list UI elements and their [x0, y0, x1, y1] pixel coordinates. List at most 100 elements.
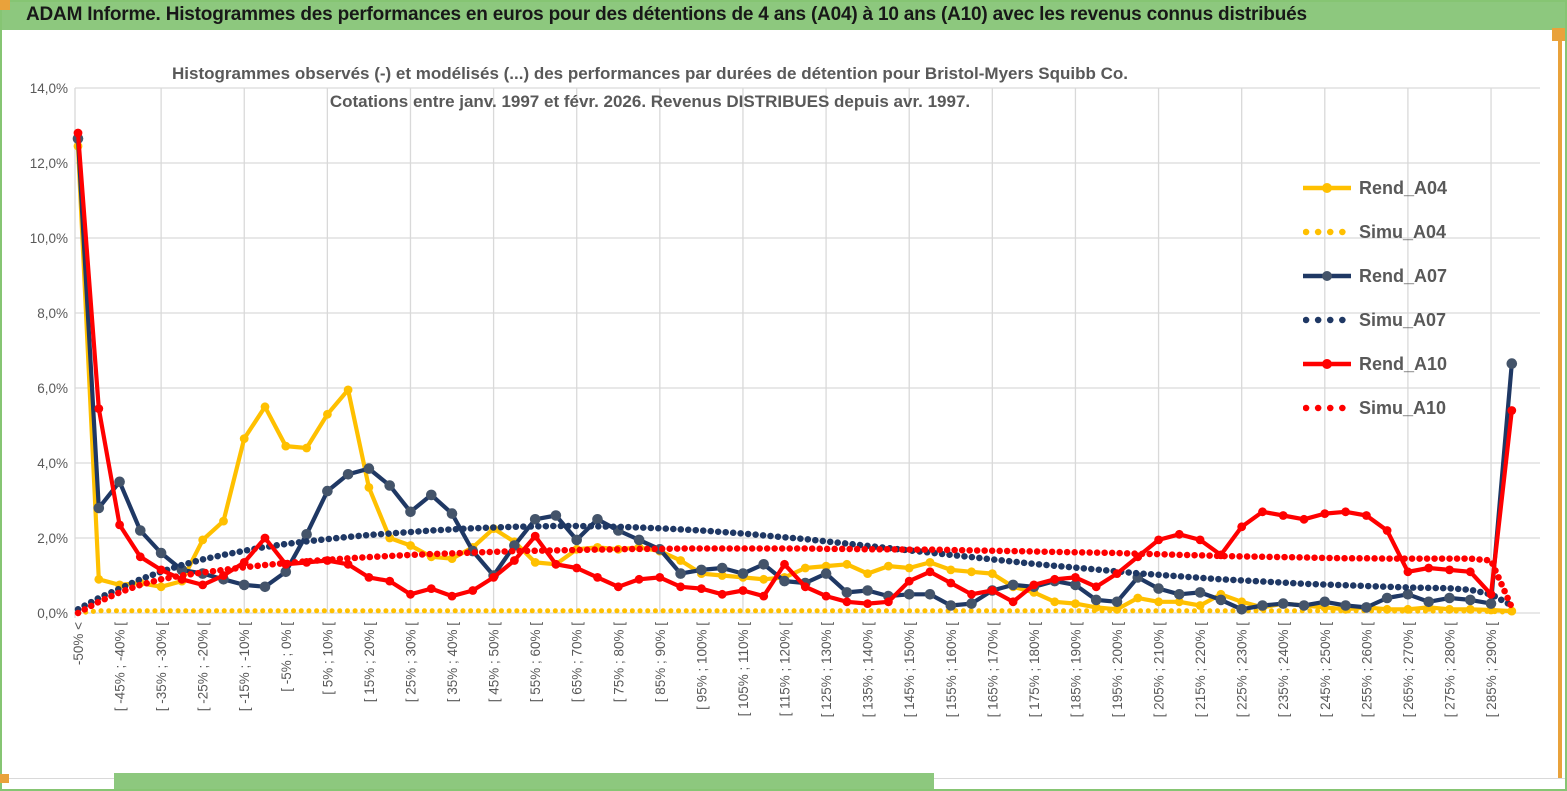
marker-Rend_A07 — [426, 489, 437, 501]
marker-Rend_A10 — [1320, 509, 1330, 518]
marker-Rend_A10 — [426, 584, 436, 593]
marker-Rend_A04 — [1174, 597, 1184, 607]
marker-Rend_A07 — [1381, 592, 1393, 604]
amber-accent-top-left — [0, 0, 10, 10]
marker-Rend_A04 — [281, 441, 291, 451]
legend-item-Rend_A07[interactable]: Rend_A07 — [1303, 254, 1447, 298]
legend-swatch-dotted — [1303, 228, 1351, 236]
legend-swatch-solid — [1303, 183, 1351, 193]
legend-item-Rend_A10[interactable]: Rend_A10 — [1303, 342, 1447, 386]
legend-label: Rend_A04 — [1359, 177, 1448, 198]
series-Rend_A10 — [75, 132, 1514, 606]
x-tick-label: [ -5% ; 0% [ — [279, 622, 294, 692]
marker-Rend_A10 — [1008, 597, 1018, 607]
marker-Rend_A07 — [716, 562, 728, 574]
marker-Rend_A07 — [820, 568, 832, 579]
y-tick-label: 12,0% — [30, 156, 68, 171]
marker-Rend_A10 — [987, 586, 997, 595]
x-tick-label: [ 275% ; 280% [ — [1442, 622, 1457, 718]
legend-item-Simu_A07[interactable]: Simu_A07 — [1303, 298, 1447, 342]
x-tick-label: [ 175% ; 180% [ — [1027, 622, 1042, 718]
x-tick-label: [ -45% ; -40% [ — [113, 622, 128, 712]
marker-Rend_A10 — [655, 573, 665, 582]
marker-Rend_A07 — [135, 525, 146, 536]
marker-Rend_A10 — [156, 565, 166, 575]
marker-Rend_A07 — [1174, 589, 1185, 600]
marker-Rend_A10 — [135, 552, 145, 562]
legend-item-Rend_A04[interactable]: Rend_A04 — [1303, 166, 1447, 210]
marker-Rend_A07 — [1340, 600, 1351, 611]
chart-title-line2: Cotations entre janv. 1997 et févr. 2026… — [329, 92, 971, 111]
legend-label: Rend_A10 — [1359, 353, 1448, 374]
marker-Rend_A10 — [1071, 573, 1080, 582]
marker-Rend_A10 — [1278, 511, 1288, 520]
x-tick-label: [ -25% ; -20% [ — [196, 622, 211, 712]
marker-Rend_A10 — [364, 573, 374, 582]
marker-Rend_A10 — [115, 520, 124, 530]
marker-Rend_A10 — [1258, 507, 1267, 517]
marker-Rend_A07 — [571, 534, 582, 546]
marker-Rend_A07 — [945, 600, 957, 611]
marker-Rend_A07 — [1111, 596, 1123, 608]
marker-Rend_A10 — [593, 573, 602, 582]
marker-Rend_A04 — [863, 569, 872, 578]
marker-Rend_A10 — [780, 559, 789, 569]
marker-Rend_A10 — [468, 586, 478, 595]
marker-Rend_A04 — [447, 554, 457, 563]
marker-Rend_A07 — [322, 485, 333, 497]
marker-Rend_A04 — [842, 559, 852, 569]
x-tick-label: [ 15% ; 20% [ — [362, 622, 377, 703]
marker-Rend_A10 — [447, 591, 457, 601]
marker-Rend_A07 — [966, 598, 977, 609]
marker-Rend_A07 — [696, 564, 707, 576]
marker-Rend_A07 — [301, 529, 312, 540]
legend-item-Simu_A10[interactable]: Simu_A10 — [1303, 386, 1447, 430]
x-tick-label: [ 35% ; 40% [ — [445, 622, 460, 703]
legend-swatch-solid — [1303, 359, 1351, 369]
marker-Rend_A04 — [800, 563, 810, 573]
y-tick-label: 8,0% — [37, 306, 68, 321]
x-tick-label: [ 235% ; 240% [ — [1276, 622, 1291, 718]
marker-Rend_A04 — [1133, 593, 1143, 603]
marker-Rend_A10 — [343, 559, 353, 569]
marker-Rend_A04 — [1195, 601, 1205, 610]
marker-Rend_A10 — [572, 563, 582, 573]
marker-Rend_A10 — [1424, 563, 1434, 573]
marker-Rend_A10 — [1362, 511, 1371, 520]
marker-Rend_A10 — [1507, 406, 1517, 415]
report-header-title: ADAM Informe. Histogrammes des performan… — [26, 4, 1307, 25]
marker-Rend_A07 — [1298, 600, 1310, 611]
marker-Rend_A10 — [530, 531, 540, 541]
marker-Rend_A10 — [863, 599, 872, 608]
marker-Rend_A07 — [93, 502, 105, 514]
marker-Rend_A04 — [821, 561, 831, 571]
marker-Rend_A07 — [384, 480, 396, 491]
marker-Rend_A10 — [1174, 529, 1184, 539]
marker-Rend_A04 — [1237, 597, 1247, 607]
marker-Rend_A07 — [1257, 600, 1268, 611]
x-tick-label: [ 85% ; 90% [ — [653, 622, 668, 703]
marker-Rend_A10 — [260, 533, 270, 543]
x-tick-label: [ 55% ; 60% [ — [528, 622, 543, 703]
marker-Rend_A04 — [884, 561, 893, 571]
marker-Rend_A04 — [987, 569, 997, 578]
marker-Rend_A10 — [1237, 522, 1247, 532]
marker-Rend_A10 — [697, 584, 706, 593]
marker-Rend_A07 — [675, 568, 686, 579]
marker-Rend_A10 — [1403, 567, 1413, 577]
marker-Rend_A04 — [219, 516, 228, 526]
x-tick-label: [ -15% ; -10% [ — [237, 622, 252, 712]
marker-Rend_A04 — [1050, 597, 1060, 607]
legend-item-Simu_A04[interactable]: Simu_A04 — [1303, 210, 1447, 254]
marker-Rend_A04 — [260, 402, 270, 412]
marker-Rend_A07 — [737, 568, 749, 579]
marker-Rend_A07 — [1215, 594, 1227, 606]
marker-Rend_A10 — [842, 597, 852, 607]
marker-Rend_A07 — [1444, 592, 1455, 604]
legend-swatch-dotted — [1303, 404, 1351, 412]
x-tick-label: [ 125% ; 130% [ — [819, 622, 834, 718]
marker-Rend_A07 — [1194, 587, 1206, 598]
x-tick-label: [ 265% ; 270% [ — [1401, 622, 1416, 718]
x-tick-label: [ 25% ; 30% [ — [403, 622, 418, 703]
x-tick-label: [ 105% ; 110% [ — [736, 622, 751, 717]
